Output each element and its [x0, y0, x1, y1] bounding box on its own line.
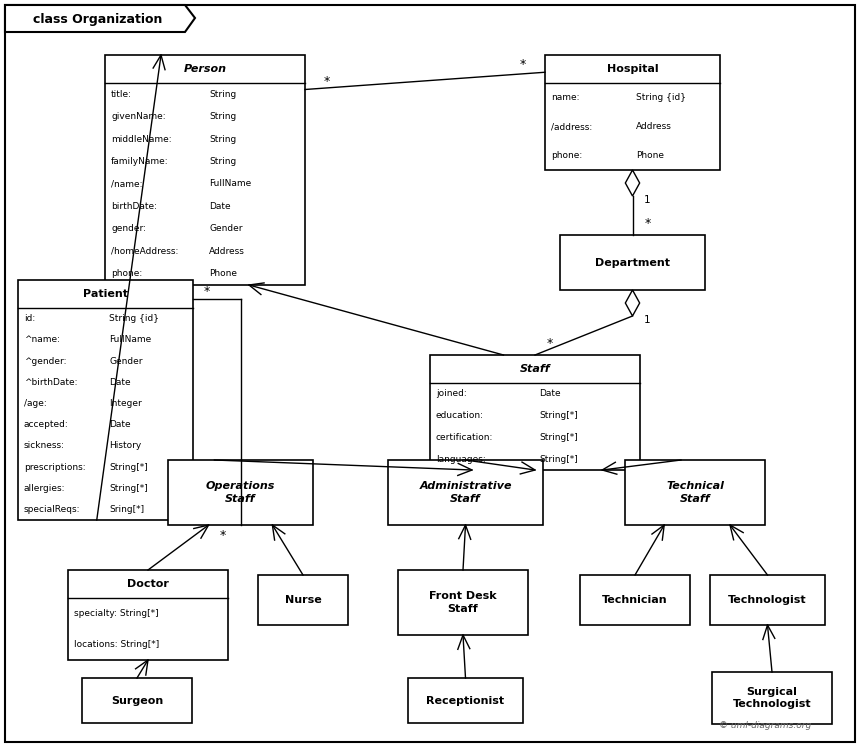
Text: *: * — [520, 58, 526, 71]
Text: Department: Department — [595, 258, 670, 267]
Text: *: * — [219, 528, 225, 542]
Text: FullName: FullName — [109, 335, 151, 344]
Text: Technologist: Technologist — [728, 595, 807, 605]
Bar — [168, 460, 313, 525]
Text: String {id}: String {id} — [636, 93, 686, 102]
Text: title:: title: — [111, 90, 132, 99]
Text: Doctor: Doctor — [127, 579, 169, 589]
Bar — [545, 55, 720, 170]
Text: middleName:: middleName: — [111, 134, 172, 143]
Text: /age:: /age: — [24, 399, 46, 408]
Text: prescriptions:: prescriptions: — [24, 462, 86, 471]
Text: birthDate:: birthDate: — [111, 202, 157, 211]
Text: Nurse: Nurse — [285, 595, 322, 605]
Text: Integer: Integer — [109, 399, 142, 408]
Text: FullName: FullName — [209, 179, 251, 188]
Bar — [560, 235, 705, 290]
Bar — [712, 672, 832, 724]
Text: History: History — [109, 441, 141, 450]
Bar — [18, 280, 193, 520]
Bar — [105, 55, 305, 285]
Text: accepted:: accepted: — [24, 420, 69, 429]
Text: familyName:: familyName: — [111, 157, 169, 166]
Text: joined:: joined: — [436, 389, 467, 398]
Text: String[*]: String[*] — [109, 462, 148, 471]
Text: Address: Address — [209, 247, 245, 255]
Text: allergies:: allergies: — [24, 484, 65, 493]
Polygon shape — [625, 170, 640, 196]
Text: Technician: Technician — [602, 595, 668, 605]
Bar — [388, 460, 543, 525]
Text: Patient: Patient — [83, 289, 128, 299]
Text: ^name:: ^name: — [24, 335, 60, 344]
Text: Date: Date — [109, 378, 131, 387]
Text: String[*]: String[*] — [539, 455, 578, 464]
Bar — [580, 575, 690, 625]
Text: Gender: Gender — [109, 356, 143, 365]
Bar — [430, 355, 640, 470]
Bar — [710, 575, 825, 625]
Text: class Organization: class Organization — [34, 13, 163, 25]
Text: phone:: phone: — [551, 151, 582, 160]
Text: *: * — [324, 75, 330, 88]
Text: Receptionist: Receptionist — [427, 695, 505, 705]
Text: String {id}: String {id} — [109, 314, 159, 323]
Text: *: * — [644, 217, 651, 229]
Text: Surgeon: Surgeon — [111, 695, 163, 705]
Text: education:: education: — [436, 411, 484, 420]
Bar — [82, 678, 192, 723]
Text: /name:: /name: — [111, 179, 143, 188]
Text: Address: Address — [636, 122, 672, 131]
Text: String: String — [209, 157, 236, 166]
Text: Front Desk
Staff: Front Desk Staff — [429, 592, 497, 614]
Text: Phone: Phone — [636, 151, 664, 160]
Text: Hospital: Hospital — [606, 64, 658, 74]
Bar — [625, 460, 765, 525]
Text: String: String — [209, 112, 236, 121]
Bar — [398, 570, 528, 635]
Bar — [408, 678, 523, 723]
Text: 1: 1 — [644, 315, 651, 325]
Text: Sring[*]: Sring[*] — [109, 505, 144, 514]
Text: Person: Person — [183, 64, 226, 74]
Text: Surgical
Technologist: Surgical Technologist — [733, 686, 811, 709]
Text: String: String — [209, 90, 236, 99]
Text: givenName:: givenName: — [111, 112, 166, 121]
Text: Staff: Staff — [519, 364, 550, 374]
Text: Gender: Gender — [209, 224, 243, 233]
Text: /homeAddress:: /homeAddress: — [111, 247, 178, 255]
Text: String[*]: String[*] — [539, 433, 578, 442]
Text: gender:: gender: — [111, 224, 146, 233]
Bar — [258, 575, 348, 625]
Text: Administrative
Staff: Administrative Staff — [420, 481, 512, 503]
Text: *: * — [547, 336, 553, 350]
Text: ^birthDate:: ^birthDate: — [24, 378, 77, 387]
Text: Date: Date — [539, 389, 561, 398]
Text: phone:: phone: — [111, 269, 142, 279]
Text: /address:: /address: — [551, 122, 593, 131]
Text: 1: 1 — [644, 195, 651, 205]
Text: languages:: languages: — [436, 455, 486, 464]
Text: © uml-diagrams.org: © uml-diagrams.org — [719, 721, 811, 730]
Text: Date: Date — [209, 202, 230, 211]
Bar — [68, 570, 228, 660]
Text: ^gender:: ^gender: — [24, 356, 66, 365]
Text: id:: id: — [24, 314, 35, 323]
Text: Date: Date — [109, 420, 131, 429]
Text: locations: String[*]: locations: String[*] — [74, 640, 159, 649]
Text: Operations
Staff: Operations Staff — [206, 481, 275, 503]
Polygon shape — [625, 290, 640, 316]
Text: *: * — [204, 285, 210, 298]
Text: Technical
Staff: Technical Staff — [666, 481, 724, 503]
Text: String: String — [209, 134, 236, 143]
Text: String[*]: String[*] — [109, 484, 148, 493]
Polygon shape — [5, 5, 195, 32]
Text: specialReqs:: specialReqs: — [24, 505, 81, 514]
Text: String[*]: String[*] — [539, 411, 578, 420]
Text: name:: name: — [551, 93, 580, 102]
Text: certification:: certification: — [436, 433, 494, 442]
Text: sickness:: sickness: — [24, 441, 65, 450]
Text: Phone: Phone — [209, 269, 237, 279]
Text: specialty: String[*]: specialty: String[*] — [74, 609, 158, 618]
